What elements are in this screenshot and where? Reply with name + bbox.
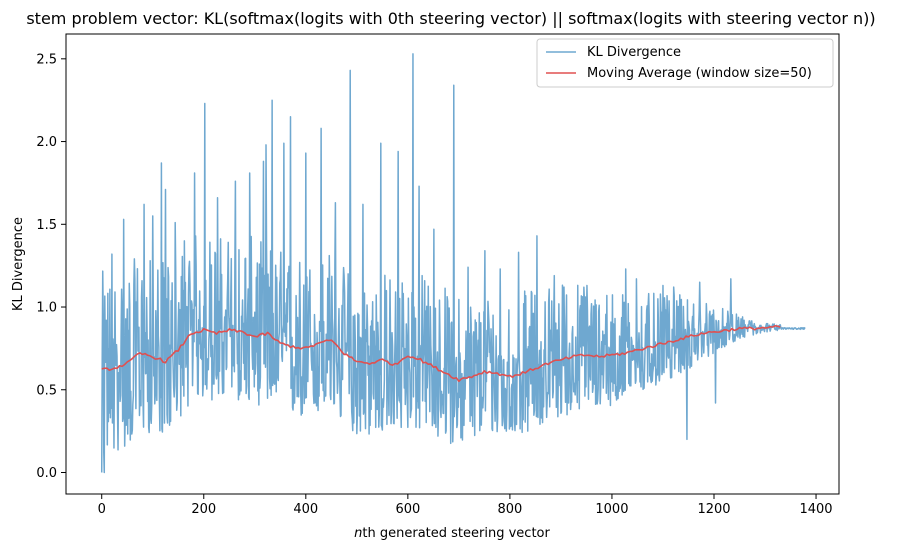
- chart-title: stem problem vector: KL(softmax(logits w…: [26, 9, 875, 28]
- y-tick-label: 1.0: [36, 301, 57, 316]
- plot-frame: [65, 33, 840, 495]
- y-tick-label: 0.5: [36, 383, 57, 398]
- x-axis-label-rest: th generated steering vector: [362, 526, 550, 541]
- x-axis: 0 200 400 600 800 1000 1200 1400: [98, 494, 833, 517]
- legend-label-kl: KL Divergence: [587, 45, 681, 60]
- x-tick-label: 400: [293, 502, 318, 517]
- y-tick-label: 1.5: [36, 218, 57, 233]
- legend-box: [536, 38, 834, 88]
- x-axis-label-italic: n: [354, 526, 362, 541]
- series-layer: [100, 53, 806, 474]
- y-tick-label: 2.0: [36, 135, 57, 150]
- x-tick-label: 1400: [799, 502, 832, 517]
- y-tick-label: 0.0: [36, 466, 57, 481]
- x-tick-label: 0: [98, 502, 106, 517]
- moving-average-line: [101, 324, 781, 383]
- x-axis-label: nth generated steering vector: [354, 526, 550, 541]
- y-tick-label: 2.5: [36, 52, 57, 67]
- kl-divergence-line: [100, 53, 806, 474]
- x-tick-label: 200: [191, 502, 216, 517]
- x-tick-label: 1000: [595, 502, 628, 517]
- y-axis: 0.0 0.5 1.0 1.5 2.0 2.5: [36, 52, 66, 481]
- x-tick-label: 800: [497, 502, 522, 517]
- legend-label-moving-average: Moving Average (window size=50): [587, 66, 812, 81]
- legend: KL Divergence Moving Average (window siz…: [536, 38, 834, 88]
- x-tick-label: 600: [395, 502, 420, 517]
- x-tick-label: 1200: [697, 502, 730, 517]
- y-axis-label: KL Divergence: [11, 217, 26, 311]
